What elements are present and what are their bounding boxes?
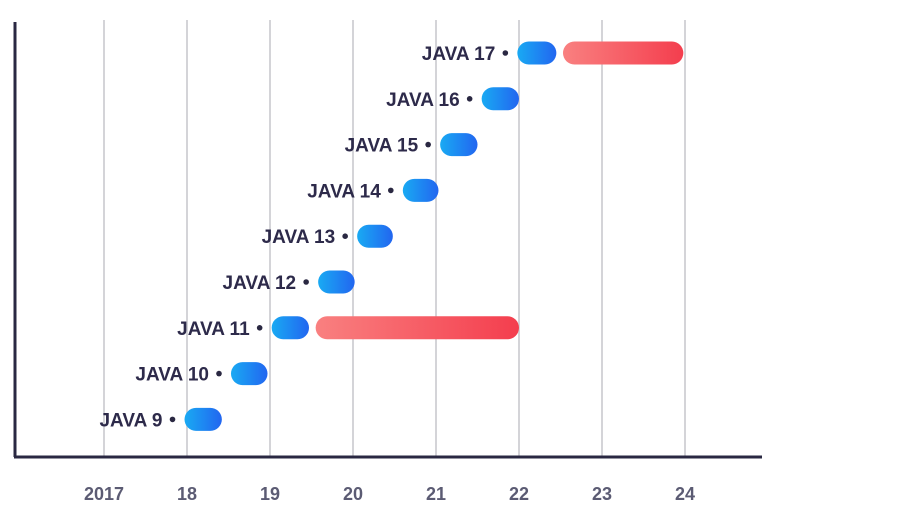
row-label: JAVA 9 (99, 410, 162, 431)
row-labels: JAVA 9 JAVA 10 JAVA 11 JAVA 12 JAVA 13 JAVA 1… (99, 44, 509, 431)
lts-support-bar (315, 316, 519, 340)
row-label: JAVA 16 (386, 90, 460, 111)
row-bullet (342, 233, 348, 239)
row-bullet (216, 370, 222, 377)
release-bar (271, 316, 310, 340)
grid-lines (103, 20, 686, 457)
x-tick-label: 21 (426, 484, 446, 504)
release-bar (184, 407, 222, 431)
x-tick-labels: 2017 18 19 20 21 22 23 24 (84, 484, 695, 504)
row-label: JAVA 13 (262, 227, 336, 248)
bars (184, 41, 684, 431)
row-bullet (256, 325, 263, 331)
row-label: JAVA 17 (422, 44, 496, 65)
release-bar (481, 87, 519, 111)
x-tick-label: 18 (177, 484, 197, 504)
row-bullet (169, 416, 176, 423)
release-bar (357, 224, 393, 248)
lts-support-bar (562, 41, 684, 65)
x-tick-label: 24 (675, 484, 695, 504)
row-bullet (502, 50, 509, 56)
row-label: JAVA 15 (345, 136, 419, 157)
release-bar (440, 133, 478, 157)
row-label: JAVA 11 (177, 319, 250, 340)
x-tick-label: 2017 (84, 484, 124, 504)
axes (13, 22, 762, 459)
x-tick-label: 23 (592, 484, 612, 504)
row-bullet (303, 279, 309, 285)
release-bar (318, 270, 355, 294)
x-tick-label: 20 (343, 484, 363, 504)
row-bullet (466, 96, 473, 102)
row-bullet (425, 141, 431, 148)
row-bullet (388, 187, 394, 194)
row-label: JAVA 10 (135, 365, 209, 386)
release-bar (230, 362, 268, 386)
x-tick-label: 19 (260, 484, 280, 504)
x-tick-label: 22 (509, 484, 529, 504)
release-bar (402, 178, 439, 202)
row-label: JAVA 12 (223, 273, 297, 294)
release-bar (517, 41, 557, 65)
row-label: JAVA 14 (307, 181, 381, 202)
